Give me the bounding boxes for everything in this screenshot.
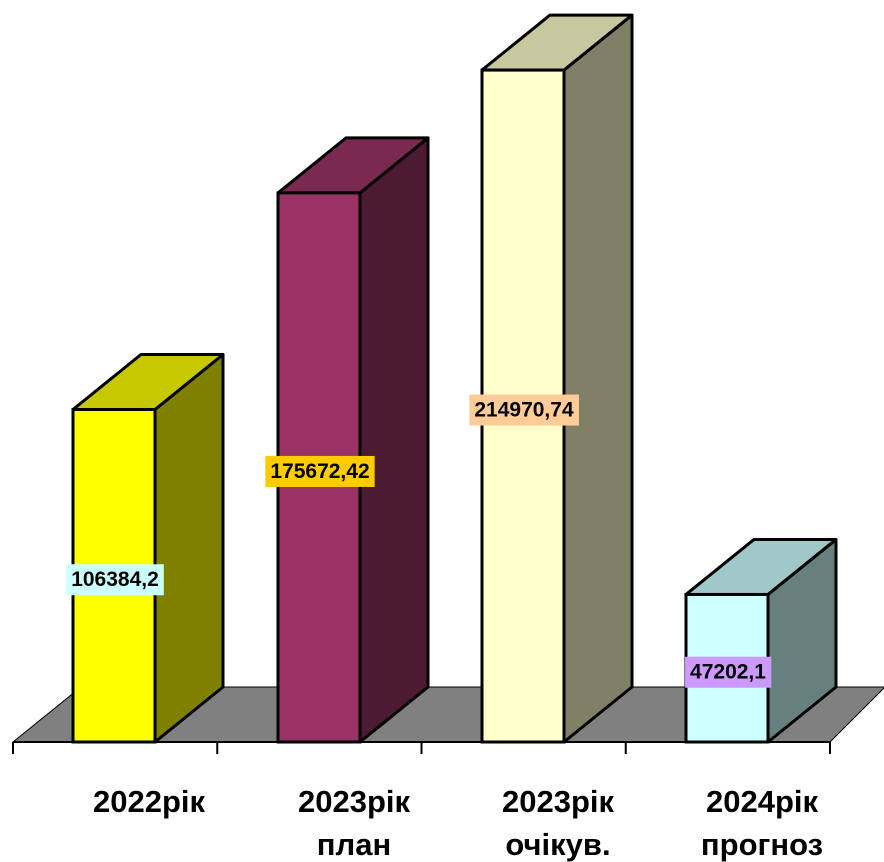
bar-side-face bbox=[562, 13, 634, 744]
data-label-background bbox=[66, 564, 164, 596]
data-label-background bbox=[685, 656, 772, 688]
bar bbox=[480, 13, 634, 744]
data-label-background bbox=[469, 394, 579, 426]
data-label-text: 175672,42 bbox=[270, 460, 369, 483]
bar bbox=[71, 352, 225, 744]
data-label-background bbox=[265, 455, 375, 487]
data-label: 106384,2 bbox=[66, 564, 164, 596]
x-tick-label-line2: очікув. bbox=[505, 827, 610, 862]
data-label: 214970,74 bbox=[469, 394, 579, 426]
x-tick-label: 2023рік bbox=[502, 784, 615, 819]
data-label-text: 47202,1 bbox=[690, 661, 766, 684]
bar bbox=[276, 136, 430, 744]
x-tick-label-line2: план bbox=[317, 827, 391, 862]
data-label-text: 106384,2 bbox=[71, 568, 159, 591]
x-tick-label-line2: прогноз bbox=[701, 827, 823, 862]
data-label: 175672,42 bbox=[265, 455, 375, 487]
bar-side-face bbox=[153, 352, 225, 744]
data-label-text: 214970,74 bbox=[474, 399, 574, 422]
bars bbox=[71, 13, 838, 744]
x-tick-label: 2022рік bbox=[93, 784, 206, 819]
data-labels: 106384,2 175672,42 214970,74 47202,1 bbox=[66, 394, 772, 688]
bar-side-face bbox=[358, 136, 430, 744]
x-tick-label: 2024рік bbox=[706, 784, 819, 819]
data-label: 47202,1 bbox=[685, 656, 772, 688]
x-tick-label: 2023рік bbox=[298, 784, 411, 819]
x-axis: 2022рік 2023рік план 2023рік очікув. 2024рік п… bbox=[12, 741, 831, 862]
